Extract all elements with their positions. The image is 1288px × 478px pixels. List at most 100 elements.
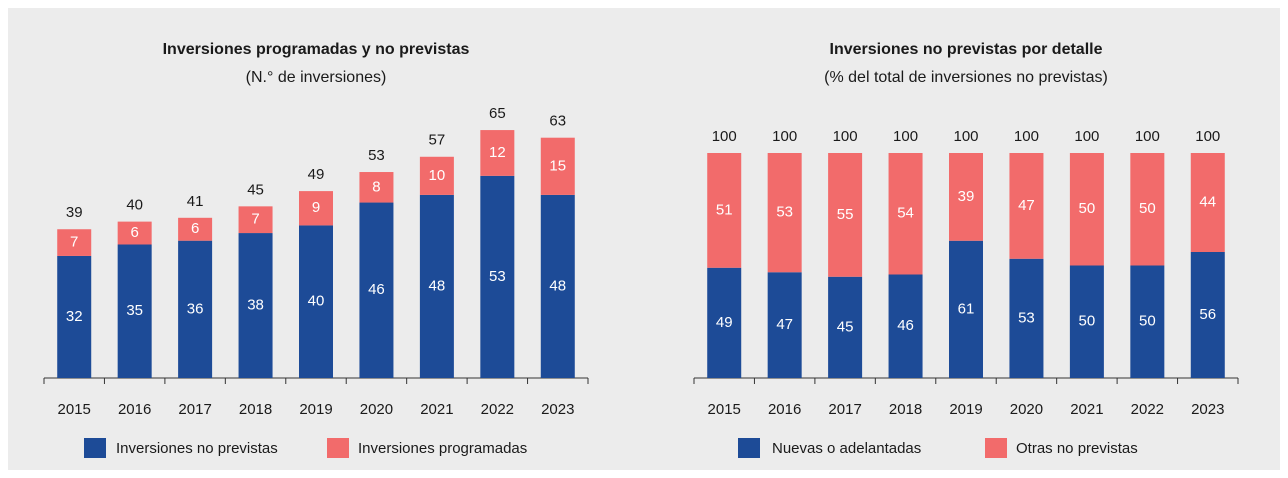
bar-label: 53 (1018, 309, 1035, 326)
bar-segment (1130, 153, 1165, 266)
bar-segment (828, 153, 863, 277)
bar-label: 53 (489, 268, 506, 285)
bar-segment (359, 202, 394, 378)
chart-title: Inversiones programadas y no previstas (163, 41, 470, 58)
bar-label: 40 (308, 293, 325, 310)
x-tick-label: 2020 (1010, 401, 1043, 418)
bar-label: 7 (251, 211, 259, 228)
bar-label: 9 (312, 199, 320, 216)
total-label: 63 (549, 113, 566, 130)
bar-label: 46 (368, 281, 385, 298)
bar-segment (888, 153, 923, 275)
bar-label: 7 (70, 234, 78, 251)
legend-label: Inversiones programadas (358, 440, 527, 457)
x-tick-label: 2018 (239, 401, 272, 418)
total-label: 57 (429, 132, 446, 149)
total-label: 53 (368, 147, 385, 164)
x-tick-label: 2020 (360, 401, 393, 418)
bar-segment (1069, 153, 1104, 266)
total-label: 100 (1074, 128, 1099, 145)
bar-label: 48 (429, 277, 446, 294)
bar-label: 6 (130, 224, 138, 241)
bar-segment (238, 206, 273, 234)
bar-segment (419, 156, 454, 195)
bar-segment (178, 217, 213, 241)
x-tick-label: 2021 (420, 401, 453, 418)
panel (8, 8, 1280, 470)
legend-label: Inversiones no previstas (116, 440, 278, 457)
bar-label: 8 (372, 178, 380, 195)
bar-segment (540, 137, 575, 195)
bar-label: 55 (837, 206, 854, 223)
bar-segment (949, 153, 983, 241)
legend-swatch (327, 438, 349, 458)
bar-label: 50 (1079, 313, 1096, 330)
bar-label: 6 (191, 220, 199, 237)
x-tick-label: 2017 (828, 401, 861, 418)
bar-segment (888, 274, 923, 378)
bar-label: 32 (66, 308, 83, 325)
bar-label: 47 (1018, 197, 1035, 214)
total-label: 100 (1135, 128, 1160, 145)
x-tick-label: 2015 (708, 401, 741, 418)
total-label: 100 (953, 128, 978, 145)
x-tick-label: 2022 (1131, 401, 1164, 418)
chart-title: Inversiones no previstas por detalle (830, 41, 1103, 58)
bar-label: 38 (247, 296, 264, 313)
bar-label: 49 (716, 314, 733, 331)
bar-label: 35 (126, 302, 143, 319)
total-label: 100 (1014, 128, 1039, 145)
bar-segment (1009, 258, 1044, 378)
bar-segment (707, 267, 742, 378)
bar-label: 12 (489, 144, 506, 161)
legend-label: Otras no previstas (1016, 440, 1138, 457)
bar-segment (480, 175, 515, 378)
x-tick-label: 2019 (949, 401, 982, 418)
bar-label: 50 (1139, 200, 1156, 217)
bar-segment (419, 194, 454, 378)
chart-subtitle: (% del total de inversiones no previstas… (824, 69, 1108, 86)
bar-label: 47 (776, 316, 793, 333)
bar-segment (707, 153, 742, 268)
total-label: 100 (833, 128, 858, 145)
x-tick-label: 2022 (481, 401, 514, 418)
bar-segment (1069, 265, 1104, 378)
total-label: 100 (893, 128, 918, 145)
bar-label: 50 (1139, 313, 1156, 330)
bar-segment (178, 240, 213, 378)
bar-label: 10 (429, 167, 446, 184)
total-label: 40 (126, 197, 143, 214)
bar-segment (299, 191, 333, 226)
bar-segment (480, 130, 515, 176)
bar-segment (767, 272, 802, 378)
chart-subtitle: (N.° de inversiones) (246, 69, 387, 86)
x-tick-label: 2021 (1070, 401, 1103, 418)
x-tick-label: 2017 (178, 401, 211, 418)
total-label: 39 (66, 204, 83, 221)
bar-segment (299, 225, 333, 378)
bar-segment (57, 229, 92, 256)
total-label: 100 (1195, 128, 1220, 145)
bar-segment (117, 244, 152, 378)
bar-segment (1130, 265, 1165, 378)
bar-label: 53 (776, 204, 793, 221)
bar-segment (117, 221, 152, 245)
total-label: 49 (308, 166, 325, 183)
x-tick-label: 2016 (768, 401, 801, 418)
bar-segment (767, 153, 802, 273)
bar-label: 46 (897, 317, 914, 334)
total-label: 65 (489, 105, 506, 122)
x-tick-label: 2015 (58, 401, 91, 418)
x-tick-label: 2023 (1191, 401, 1224, 418)
legend-label: Nuevas o adelantadas (772, 440, 921, 457)
bar-segment (238, 233, 273, 378)
bar-label: 15 (549, 157, 566, 174)
bar-segment (359, 172, 394, 203)
x-tick-label: 2023 (541, 401, 574, 418)
bar-label: 45 (837, 318, 854, 335)
legend-swatch (985, 438, 1007, 458)
bar-label: 50 (1079, 200, 1096, 217)
total-label: 41 (187, 193, 204, 210)
x-tick-label: 2016 (118, 401, 151, 418)
